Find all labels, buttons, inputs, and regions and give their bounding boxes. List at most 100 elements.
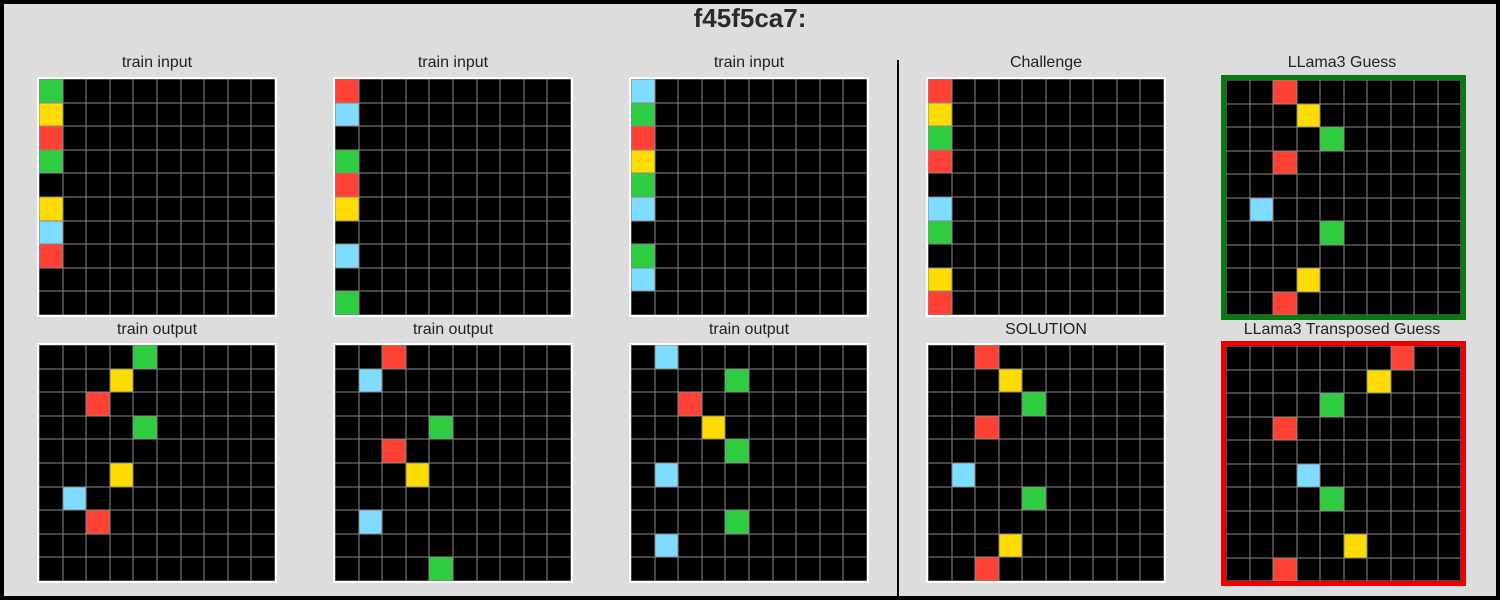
grid-cell bbox=[1022, 244, 1046, 268]
grid-cell-colored bbox=[1249, 197, 1273, 221]
grid-cell bbox=[1116, 368, 1141, 393]
grid-cell bbox=[1069, 126, 1094, 150]
grid-cell bbox=[951, 244, 976, 268]
grid-cell bbox=[725, 291, 749, 315]
grid-cell bbox=[523, 463, 548, 487]
grid-cell bbox=[843, 79, 867, 103]
grid-cell bbox=[678, 126, 702, 150]
grid-cell-colored bbox=[358, 510, 383, 534]
grid-cell bbox=[500, 439, 524, 463]
grid-cell bbox=[1320, 174, 1344, 198]
grid-cell bbox=[701, 368, 726, 393]
grid-cell bbox=[1437, 197, 1461, 221]
grid-cell bbox=[1249, 557, 1273, 581]
grid-cell bbox=[1022, 291, 1046, 315]
grid-cell bbox=[1140, 291, 1164, 315]
grid-cell bbox=[405, 220, 430, 245]
grid-cell bbox=[772, 463, 797, 487]
grid-cell bbox=[1273, 487, 1297, 511]
grid-cell bbox=[1296, 393, 1320, 417]
grid-cell bbox=[998, 197, 1023, 221]
grid-cell bbox=[1320, 369, 1344, 393]
grid-cell bbox=[476, 392, 501, 416]
grid-cell bbox=[843, 126, 867, 150]
grid-cell bbox=[796, 102, 820, 127]
grid-cell bbox=[1093, 463, 1117, 487]
grid-cell bbox=[500, 126, 524, 150]
grid-cell bbox=[998, 102, 1023, 127]
grid-cell bbox=[1093, 126, 1117, 150]
grid-cell bbox=[725, 533, 749, 558]
grid-cell bbox=[1249, 291, 1273, 315]
grid-cell bbox=[500, 392, 524, 416]
grid-train-input-3 bbox=[629, 77, 869, 317]
grid-cell bbox=[86, 415, 110, 440]
grid-cell-colored bbox=[62, 486, 87, 511]
grid-cell bbox=[749, 345, 773, 369]
panel-title-train-input-3: train input bbox=[713, 54, 785, 71]
grid-cell bbox=[523, 149, 548, 174]
grid-cell bbox=[109, 220, 134, 245]
grid-cell bbox=[109, 510, 134, 534]
grid-cell bbox=[133, 102, 157, 127]
grid-cell bbox=[1093, 244, 1117, 268]
grid-cell bbox=[1140, 415, 1164, 440]
grid-cell bbox=[453, 557, 477, 581]
grid-cell bbox=[1093, 557, 1117, 581]
grid-cell bbox=[133, 244, 157, 268]
grid-llama3-guess bbox=[1221, 75, 1466, 320]
grid-cell bbox=[975, 510, 999, 534]
grid-cell bbox=[796, 149, 820, 174]
grid-cell-colored bbox=[133, 415, 157, 440]
grid-cell bbox=[157, 439, 181, 463]
grid-cell bbox=[157, 79, 181, 103]
grid-cell bbox=[1116, 533, 1141, 558]
grid-cell bbox=[1320, 80, 1344, 104]
grid-cell bbox=[1367, 103, 1391, 127]
grid-cell bbox=[382, 510, 406, 534]
grid-cell bbox=[453, 415, 477, 440]
grid-cell bbox=[998, 173, 1023, 197]
grid-cell bbox=[133, 510, 157, 534]
grid-cell bbox=[819, 244, 844, 268]
grid-cell bbox=[180, 392, 205, 416]
grid-cell bbox=[251, 368, 275, 393]
grid-cell bbox=[843, 197, 867, 221]
grid-cell bbox=[654, 79, 679, 103]
grid-cell bbox=[1140, 533, 1164, 558]
grid-cell bbox=[358, 291, 383, 315]
grid-cell-colored bbox=[39, 197, 63, 221]
grid-cell bbox=[975, 244, 999, 268]
grid-cell bbox=[358, 102, 383, 127]
grid-cell bbox=[1273, 197, 1297, 221]
grid-cell bbox=[251, 126, 275, 150]
grid-cell bbox=[725, 197, 749, 221]
grid-cell bbox=[1273, 127, 1297, 151]
grid-cell bbox=[1437, 534, 1461, 558]
grid-cell bbox=[1343, 174, 1367, 198]
grid-cell bbox=[1140, 368, 1164, 393]
grid-cell bbox=[1140, 149, 1164, 174]
grid-cell bbox=[796, 557, 820, 581]
grid-cell bbox=[547, 533, 571, 558]
grid-cell bbox=[500, 533, 524, 558]
grid-cell bbox=[204, 102, 228, 127]
grid-cell bbox=[547, 197, 571, 221]
grid-cell bbox=[86, 79, 110, 103]
grid-cell bbox=[405, 439, 430, 463]
grid-cell bbox=[382, 533, 406, 558]
grid-cell bbox=[382, 267, 406, 292]
grid-cell bbox=[227, 244, 252, 268]
grid-cell bbox=[1022, 368, 1046, 393]
grid-cell bbox=[133, 486, 157, 511]
grid-cell bbox=[1343, 244, 1367, 268]
grid-cell bbox=[500, 79, 524, 103]
grid-cell bbox=[749, 267, 773, 292]
grid-cell bbox=[1226, 127, 1250, 151]
grid-cell bbox=[500, 244, 524, 268]
grid-cell bbox=[1437, 127, 1461, 151]
grid-cell bbox=[819, 463, 844, 487]
grid-cell bbox=[1069, 439, 1094, 463]
grid-cell bbox=[725, 173, 749, 197]
grid-train-output-1 bbox=[37, 343, 277, 583]
